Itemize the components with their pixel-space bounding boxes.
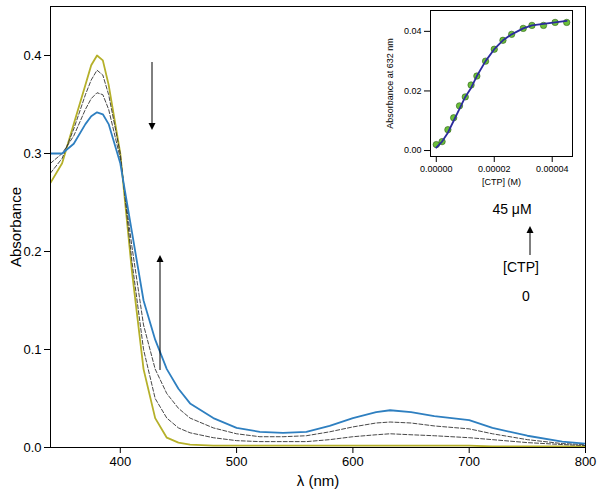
- svg-text:400: 400: [109, 454, 131, 469]
- svg-text:0.00004: 0.00004: [536, 164, 569, 174]
- svg-text:0: 0: [522, 288, 530, 304]
- svg-text:45 μM: 45 μM: [492, 201, 531, 217]
- svg-text:0.02: 0.02: [404, 86, 422, 96]
- svg-text:500: 500: [226, 454, 248, 469]
- svg-text:700: 700: [458, 454, 480, 469]
- svg-text:[CTP] (M): [CTP] (M): [482, 177, 521, 187]
- svg-text:[CTP]: [CTP]: [503, 259, 539, 275]
- svg-text:0.3: 0.3: [23, 146, 41, 161]
- svg-text:800: 800: [575, 454, 597, 469]
- svg-text:0.0: 0.0: [23, 440, 41, 455]
- svg-text:λ (nm): λ (nm): [297, 472, 340, 489]
- svg-text:0.00: 0.00: [404, 145, 422, 155]
- svg-text:Absorbance at 632 nm: Absorbance at 632 nm: [385, 38, 395, 129]
- svg-text:0.00002: 0.00002: [478, 164, 511, 174]
- svg-text:600: 600: [342, 454, 364, 469]
- svg-text:0.2: 0.2: [23, 244, 41, 259]
- svg-text:Absorbance: Absorbance: [7, 187, 24, 267]
- svg-text:0.00000: 0.00000: [420, 164, 453, 174]
- svg-text:0.04: 0.04: [404, 26, 422, 36]
- svg-text:0.1: 0.1: [23, 342, 41, 357]
- svg-text:0.4: 0.4: [23, 48, 41, 63]
